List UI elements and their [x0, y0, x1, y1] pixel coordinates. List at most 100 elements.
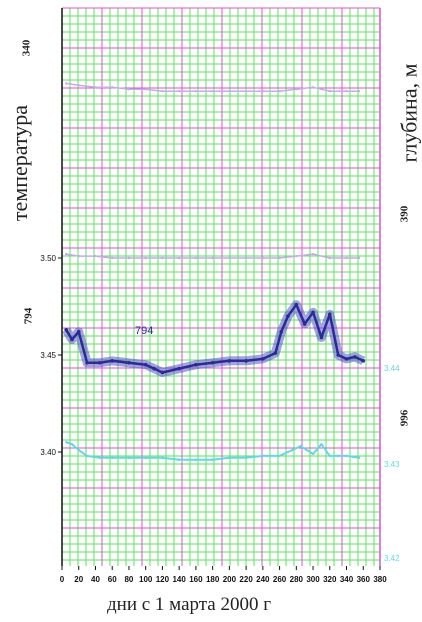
- series-794-point: [127, 360, 131, 365]
- x-tick-label: 220: [239, 575, 253, 584]
- series-996-point: [290, 448, 294, 452]
- series-794-point: [85, 360, 89, 365]
- series-996-point: [144, 456, 147, 460]
- right-tick-label: 3.43: [384, 460, 400, 469]
- series-lilac-point: [295, 254, 298, 258]
- right-series-label: 996: [398, 409, 411, 427]
- series-794-point: [353, 355, 357, 359]
- series-lilac-point: [211, 256, 214, 260]
- x-tick-label: 140: [172, 575, 186, 584]
- tick-labels: 0 20 40 60 80 100 120 140 160 180 200 220 240 260 280 3…: [40, 254, 400, 584]
- series-794-point: [311, 310, 315, 315]
- series-794-point: [261, 357, 265, 361]
- series-996-point: [177, 458, 181, 461]
- series-794-point: [70, 337, 74, 342]
- series-lilac-point: [295, 88, 298, 91]
- series-lilac-point: [161, 89, 164, 93]
- series-lilac-point: [94, 254, 97, 258]
- series-996-point: [299, 444, 302, 448]
- series-794-point: [143, 362, 148, 367]
- right-tick-label: 3.42: [384, 554, 400, 563]
- left-tick-label: 3.50: [40, 254, 56, 263]
- left-tick-label: 3.40: [40, 448, 56, 457]
- series-lilac-point: [144, 256, 147, 260]
- series-lilac-point: [244, 89, 248, 93]
- series-794-point: [286, 314, 290, 319]
- series-lilac-point: [77, 84, 80, 87]
- x-tick-label: 180: [206, 575, 220, 584]
- series-794-point: [210, 360, 215, 365]
- series-794-point: [294, 302, 299, 307]
- series-996-point: [320, 443, 323, 446]
- x-tick-label: 200: [223, 575, 237, 584]
- series-lilac-point: [228, 256, 231, 260]
- series-lilac-point: [94, 86, 97, 89]
- series-996-point: [98, 456, 101, 460]
- series-794-point: [97, 360, 102, 365]
- series-996-point: [70, 443, 74, 446]
- series-794-point: [344, 357, 349, 361]
- series-996-point: [111, 456, 114, 460]
- x-tick-label: 280: [290, 575, 304, 584]
- series-794-point: [194, 362, 198, 367]
- x-tick-label: 60: [108, 575, 117, 584]
- series-794-point: [160, 370, 165, 375]
- series-lilac-point: [64, 252, 68, 256]
- series-794-point: [152, 366, 156, 371]
- series-lilac-point: [278, 89, 281, 93]
- series-794-point: [227, 359, 232, 363]
- series-996-point: [64, 441, 68, 444]
- series-996-point: [244, 456, 248, 460]
- series-lilac-point: [328, 256, 331, 260]
- series-794-point: [279, 329, 284, 334]
- series-794-point: [76, 329, 81, 334]
- x-axis-title: дни с 1 марта 2000 г: [107, 594, 272, 615]
- series-lilac-point: [311, 252, 315, 256]
- series-996-point: [311, 452, 315, 456]
- x-tick-label: 20: [74, 575, 83, 584]
- x-tick-label: 120: [156, 575, 170, 584]
- series-794-point: [110, 359, 115, 363]
- series-996-point: [85, 454, 89, 458]
- series-lilac-point: [194, 89, 198, 93]
- series-lilac-point: [211, 89, 214, 93]
- x-tick-label: 360: [357, 575, 371, 584]
- series-lilac-point: [64, 82, 68, 85]
- left-tick-label: 3.45: [40, 351, 56, 360]
- series-lilac-point: [261, 256, 265, 260]
- left-axis-title: температура: [7, 104, 33, 222]
- series-794-line: [65, 303, 364, 374]
- series-996-point: [261, 454, 265, 458]
- series-794-point: [244, 359, 248, 363]
- right-tick-label: 3.44: [384, 364, 400, 373]
- x-tick-label: 100: [139, 575, 153, 584]
- series-794-point: [302, 322, 307, 326]
- series-lilac-point: [328, 89, 331, 93]
- series-794-point: [64, 327, 68, 332]
- x-tick-label: 300: [306, 575, 320, 584]
- left-top-tick-label: 340: [20, 39, 33, 57]
- series-996-point: [228, 456, 231, 460]
- series-794-point: [327, 312, 332, 317]
- series-996-point: [194, 458, 198, 461]
- x-tick-label: 0: [60, 575, 65, 584]
- series-794-point: [361, 359, 366, 363]
- series-lilac-point: [111, 86, 114, 89]
- series-lilac-point: [311, 86, 315, 89]
- series-lilac-point: [111, 256, 114, 260]
- series-996-line: [65, 441, 360, 461]
- series-996-point: [345, 454, 348, 458]
- series-lilac-point: [357, 89, 361, 93]
- series-996-point: [211, 458, 214, 461]
- left-series-label: 794: [22, 307, 35, 325]
- series-996-point: [77, 448, 80, 452]
- series-lilac-point: [161, 256, 164, 260]
- series-lilac-point: [357, 256, 361, 260]
- series-996-point: [127, 456, 131, 460]
- right-axis-title: глубина, м: [396, 63, 422, 163]
- x-tick-label: 240: [256, 575, 270, 584]
- right-mid-tick-label: 390: [398, 205, 411, 223]
- inline-series-label: 794: [135, 325, 154, 337]
- series-layer: [62, 82, 366, 461]
